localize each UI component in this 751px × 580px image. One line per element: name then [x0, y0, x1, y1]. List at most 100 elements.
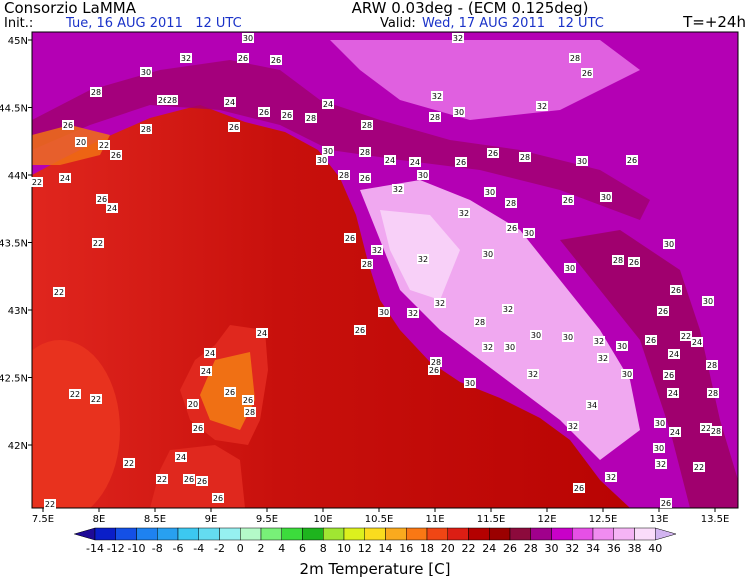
station-value: 22 — [701, 424, 711, 433]
station-box — [338, 170, 350, 180]
station-box — [44, 499, 56, 509]
longitude-labels: 7.5E 8E 8.5E 9E 9.5E 10E 10.5E 11E 11.5E 12E 12.5E… — [32, 508, 729, 525]
station-box — [242, 33, 254, 43]
station-box — [322, 146, 334, 156]
station-box — [562, 195, 574, 205]
station-value: 20 — [76, 138, 86, 147]
lat-label: 44N — [8, 171, 28, 182]
station-box — [710, 426, 722, 436]
station-box — [417, 170, 429, 180]
colorbar-tick-label: 18 — [420, 542, 434, 555]
station-box — [371, 245, 383, 255]
colorbar-tick-label: 32 — [565, 542, 579, 555]
lon-label: 8.5E — [144, 514, 166, 525]
colorbar-segment — [468, 527, 490, 541]
latitude-labels: 45N 44.5N 44N 43.5N 43N 42.5N 42N — [0, 36, 32, 452]
station-value: 24 — [323, 100, 333, 109]
colorbar-tick-label: 38 — [628, 542, 642, 555]
lat-label: 45N — [8, 36, 28, 47]
station-box — [569, 53, 581, 63]
station-value: 26 — [627, 156, 637, 165]
station-value: 26 — [259, 108, 269, 117]
colorbar-tick-label: 8 — [320, 542, 327, 555]
station-value: 30 — [654, 444, 664, 453]
colorbar-tick-label: 12 — [358, 542, 372, 555]
station-value: 28 — [570, 54, 580, 63]
station-value: 26 — [97, 195, 107, 204]
map-field — [32, 32, 738, 508]
station-box — [605, 472, 617, 482]
station-value: 28 — [167, 96, 177, 105]
colorbar-tick-label: 0 — [237, 542, 244, 555]
station-value: 22 — [681, 332, 691, 341]
station-box — [657, 306, 669, 316]
map-frame — [31, 31, 739, 509]
station-value: 28 — [306, 114, 316, 123]
station-value: 26 — [213, 494, 223, 503]
station-value: 30 — [505, 343, 515, 352]
station-value: 30 — [655, 419, 665, 428]
station-value: 26 — [243, 396, 253, 405]
lon-label: 9.5E — [256, 514, 278, 525]
station-value: 24 — [176, 453, 186, 462]
station-box — [458, 208, 470, 218]
station-value: 26 — [282, 111, 292, 120]
station-value: 32 — [459, 209, 469, 218]
station-value: 22 — [93, 239, 103, 248]
lon-label: 8E — [93, 514, 106, 525]
station-box — [200, 366, 212, 376]
station-box — [281, 110, 293, 120]
station-box — [62, 120, 74, 130]
station-value: 26 — [563, 196, 573, 205]
station-value: 28 — [141, 125, 151, 134]
station-box — [237, 53, 249, 63]
station-box — [53, 287, 65, 297]
station-box — [354, 325, 366, 335]
lon-label: 11E — [425, 514, 444, 525]
station-value: 22 — [99, 141, 109, 150]
colorbar-tick-label: 4 — [278, 542, 285, 555]
station-value: 26 — [661, 499, 671, 508]
colorbar-segment — [447, 527, 469, 541]
colorbar-tick-label: 10 — [337, 542, 351, 555]
station-box — [192, 423, 204, 433]
station-box — [175, 452, 187, 462]
station-value: 30 — [617, 342, 627, 351]
lat-label: 42N — [8, 441, 28, 452]
station-value: 32 — [528, 370, 538, 379]
station-value: 30 — [622, 370, 632, 379]
colorbar-tick-label: -14 — [86, 542, 104, 555]
station-value: 30 — [323, 147, 333, 156]
station-value: 28 — [707, 361, 717, 370]
station-value: 30 — [465, 379, 475, 388]
colorbar-segment — [364, 527, 386, 541]
station-value: 28 — [362, 260, 372, 269]
station-value: 30 — [379, 308, 389, 317]
station-box — [183, 474, 195, 484]
station-box — [59, 173, 71, 183]
station-box — [359, 173, 371, 183]
valid-label: Valid: — [380, 16, 416, 31]
station-value: 22 — [157, 475, 167, 484]
station-box — [660, 498, 672, 508]
station-box — [519, 152, 531, 162]
station-value: 30 — [531, 331, 541, 340]
station-box — [505, 198, 517, 208]
station-box — [680, 331, 692, 341]
station-box — [157, 95, 169, 105]
station-value: 22 — [91, 395, 101, 404]
station-box — [581, 68, 593, 78]
colorbar-tick-label: -8 — [152, 542, 163, 555]
station-box — [123, 458, 135, 468]
station-box — [621, 369, 633, 379]
colorbar-tick-label: 34 — [586, 542, 600, 555]
station-value: 30 — [454, 108, 464, 117]
colorbar-tick-label: -10 — [128, 542, 146, 555]
station-value: 26 — [629, 258, 639, 267]
station-box — [655, 459, 667, 469]
station-value: 30 — [703, 297, 713, 306]
colorbar-segment — [572, 527, 594, 541]
station-box — [502, 304, 514, 314]
station-box — [527, 369, 539, 379]
